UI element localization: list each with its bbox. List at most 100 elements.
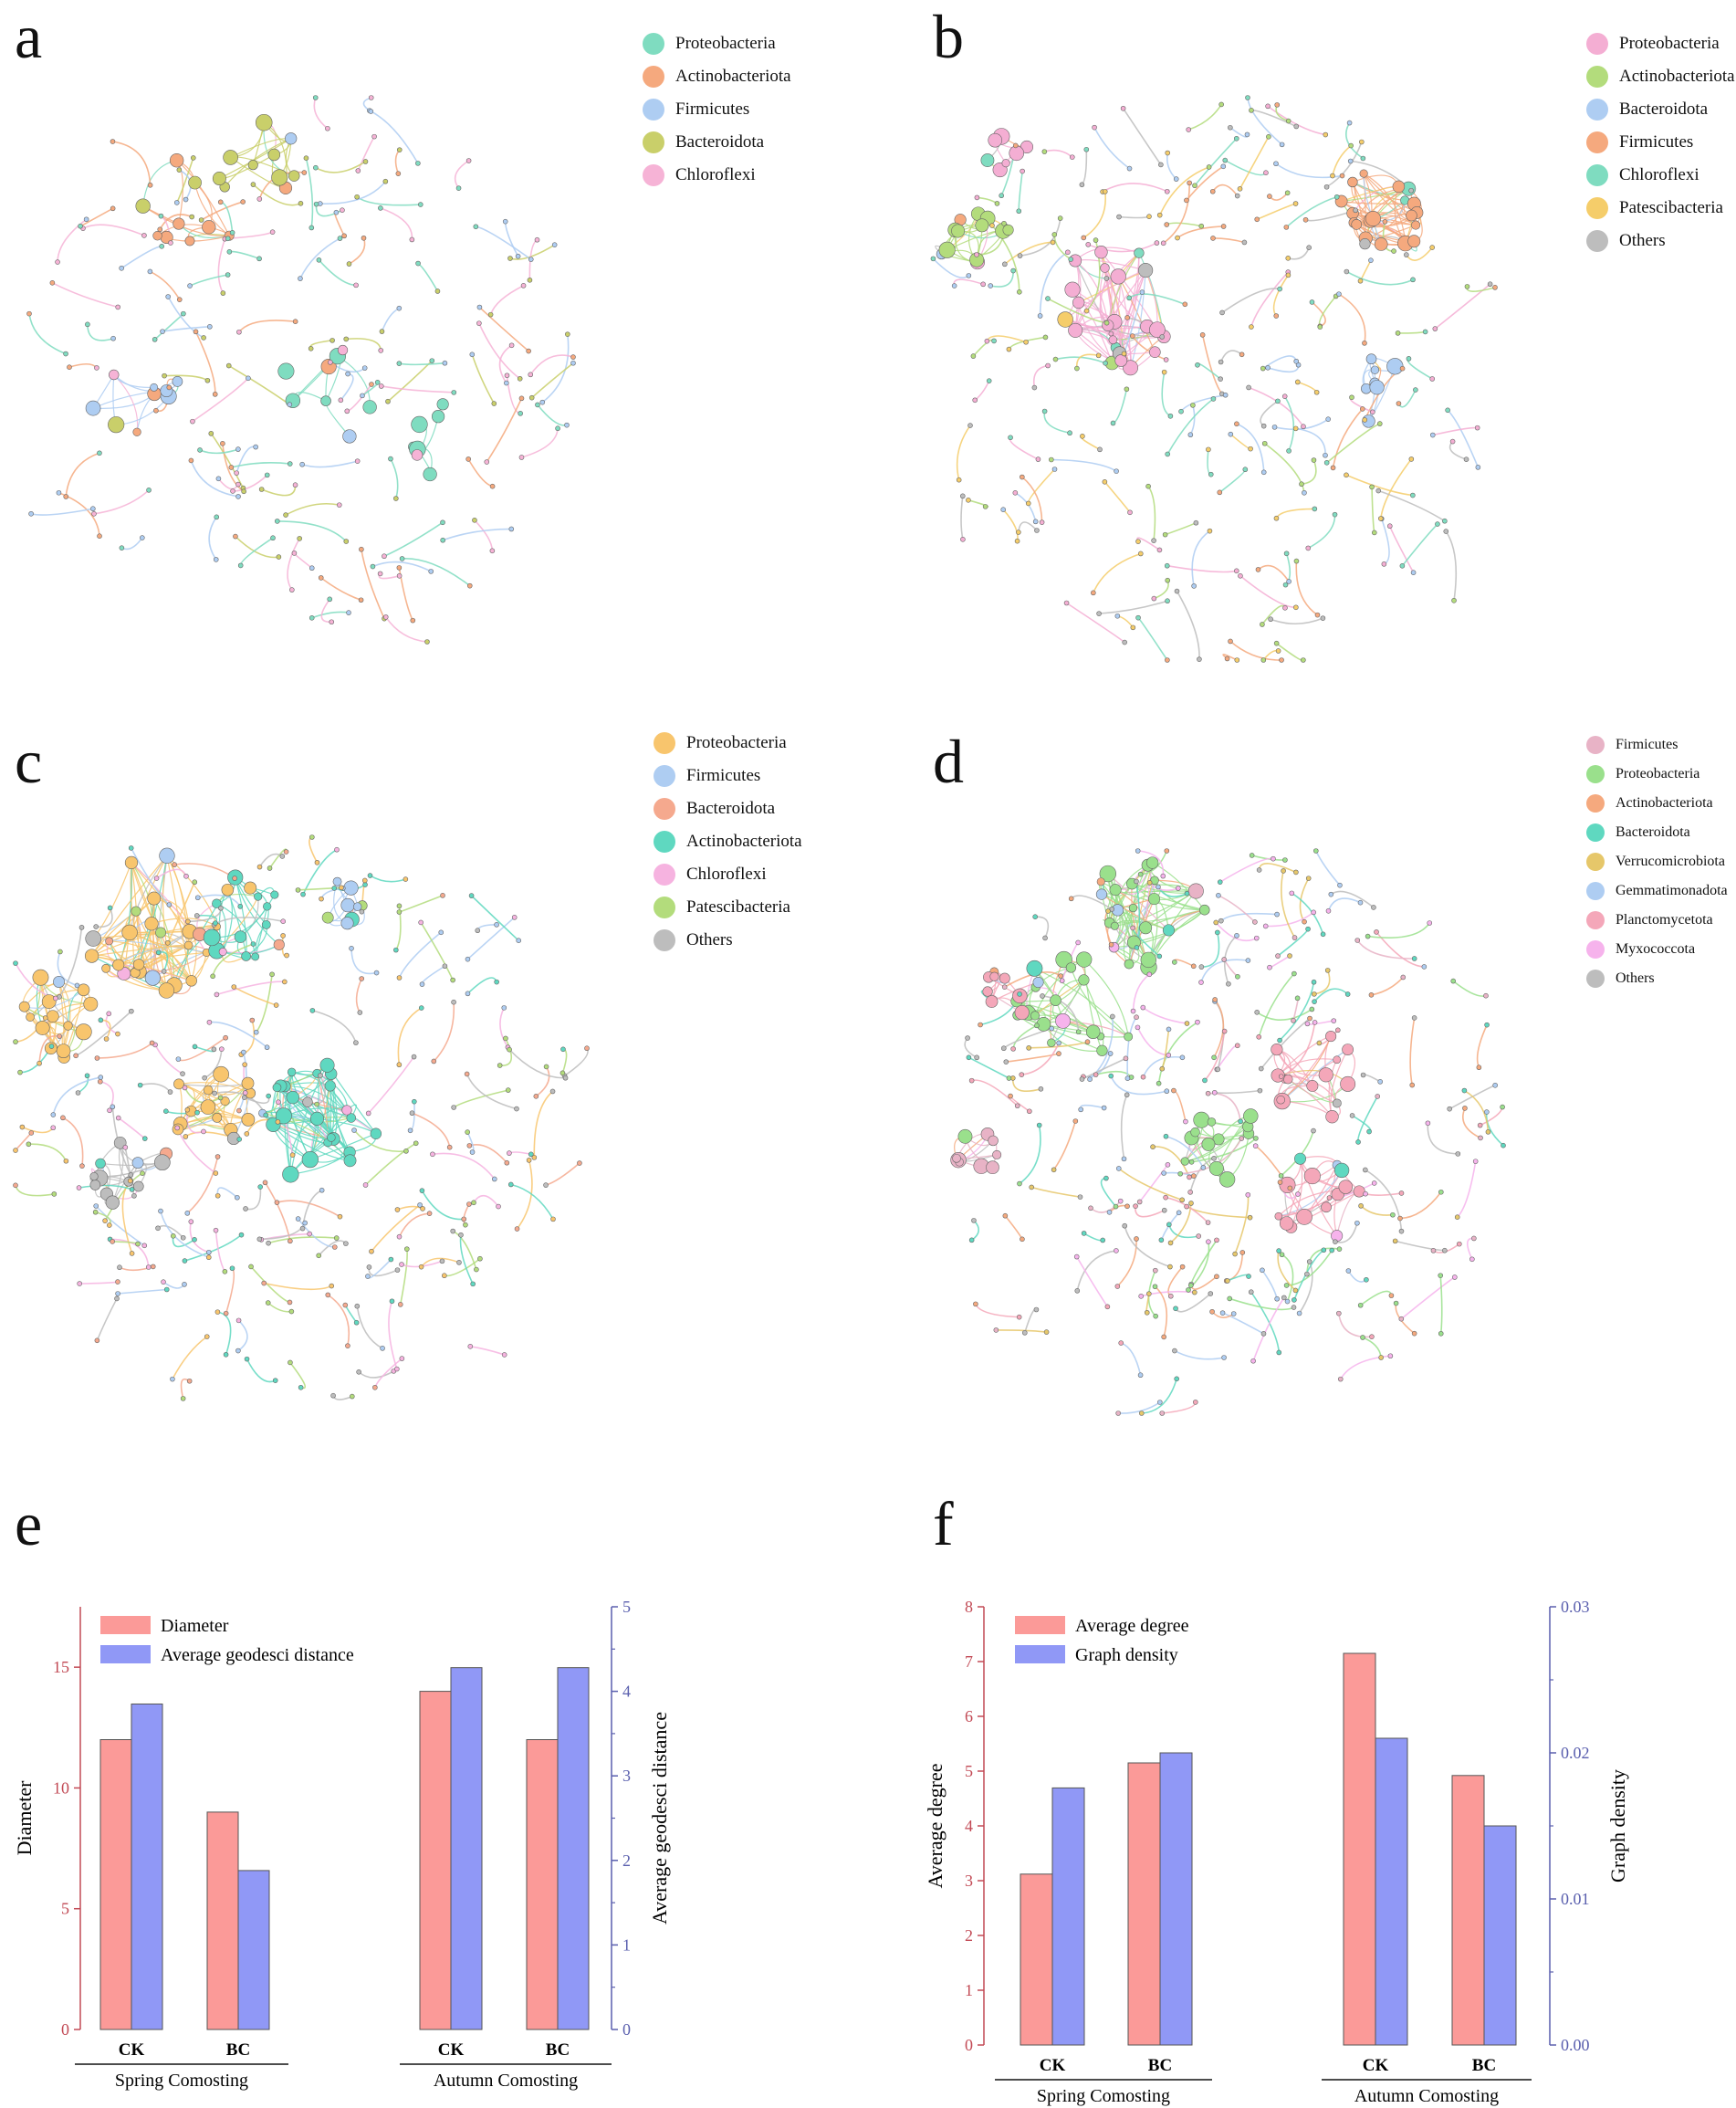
network-node [85,930,102,947]
network-node [361,877,368,884]
network-node [1275,398,1281,404]
network-node [440,893,445,898]
network-edge [971,1079,1019,1106]
network-edge [1158,166,1209,215]
network-node [91,511,97,517]
network-edge [1313,970,1331,995]
network-edge [120,245,162,269]
network-node [1307,1015,1312,1022]
network-node [1096,611,1102,616]
network-node [307,1231,312,1237]
network-edge [1445,530,1458,601]
network-node [1333,1239,1338,1244]
network-node [388,1256,394,1263]
legend-item: Bacteroidota [1586,93,1735,126]
legend-label: Average degree [1075,1616,1189,1636]
network-node [1174,588,1180,594]
network-edge [1466,1237,1474,1260]
legend-label: Patescibacteria [686,897,790,917]
network-node [1016,208,1022,215]
network-node [1425,1120,1431,1127]
network-node [93,924,99,929]
network-node [257,1184,263,1190]
network-edge [1004,241,1053,265]
network-node [1438,1189,1444,1195]
network-node [60,1115,66,1121]
network-node [1059,978,1065,984]
network-node [1214,1237,1219,1243]
network-node [1190,403,1196,408]
network-node [78,925,85,930]
network-edge [91,944,189,957]
network-node [394,1207,401,1212]
network-node [407,1127,413,1134]
network-node [213,920,218,926]
network-node [1001,159,1010,168]
network-node [207,324,213,330]
legend-swatch [1586,66,1608,88]
network-node [67,364,72,370]
network-node [1435,521,1440,527]
network-edge [1166,152,1177,180]
network-node [1187,180,1192,186]
network-node [240,199,246,205]
network-node [1145,483,1151,489]
network-node [1038,1086,1044,1092]
network-edge [138,855,168,965]
network-edge [420,1257,460,1268]
network-node [1311,457,1317,463]
network-node [1108,330,1114,337]
network-edge [1229,434,1251,450]
network-node [1075,1029,1082,1035]
network-node [1016,1314,1022,1320]
network-node [1432,326,1438,331]
network-node [502,218,508,225]
network-node [1292,935,1298,940]
network-node [396,903,403,909]
network-node [212,172,226,186]
network-node [218,948,227,957]
network-node [1320,615,1326,621]
network-node [1115,1411,1121,1416]
group-label: Autumn Comosting [1354,2086,1499,2106]
network-node [1291,1018,1296,1023]
network-node [1224,655,1230,662]
network-node [255,113,273,131]
network-node [107,1222,112,1228]
network-node [283,849,289,855]
network-node [982,986,993,997]
network-node [504,372,510,379]
network-node [359,546,364,552]
network-edge [189,274,228,287]
network-node [1217,489,1223,496]
network-edge [1313,988,1349,1002]
network-node [1035,456,1041,462]
network-node [1128,903,1138,913]
network-node [1165,1162,1171,1168]
network-node [1281,393,1288,399]
network-node [1134,945,1140,950]
network-edge [1034,968,1129,1037]
network-node [1187,1190,1193,1195]
network-node [1216,892,1221,898]
legend-swatch [1586,765,1605,783]
network-node [434,288,441,294]
network-node [1239,351,1245,358]
left-tick-label: 10 [53,1778,69,1797]
network-node [340,207,345,214]
network-edge [1079,1104,1104,1110]
network-edge [545,1162,580,1186]
bar-average-degree [1451,1775,1485,2046]
network-edge [267,1302,292,1313]
network-node [325,125,330,131]
network-node [105,937,114,946]
network-edge [459,1234,474,1285]
network-node [37,1060,42,1066]
network-node [1157,1400,1163,1405]
network-node [1351,219,1363,230]
network-edge [1345,270,1414,286]
network-edge [1002,509,1019,541]
network-node [1116,214,1122,220]
network-node [1026,960,1043,977]
network-edge [421,965,445,985]
